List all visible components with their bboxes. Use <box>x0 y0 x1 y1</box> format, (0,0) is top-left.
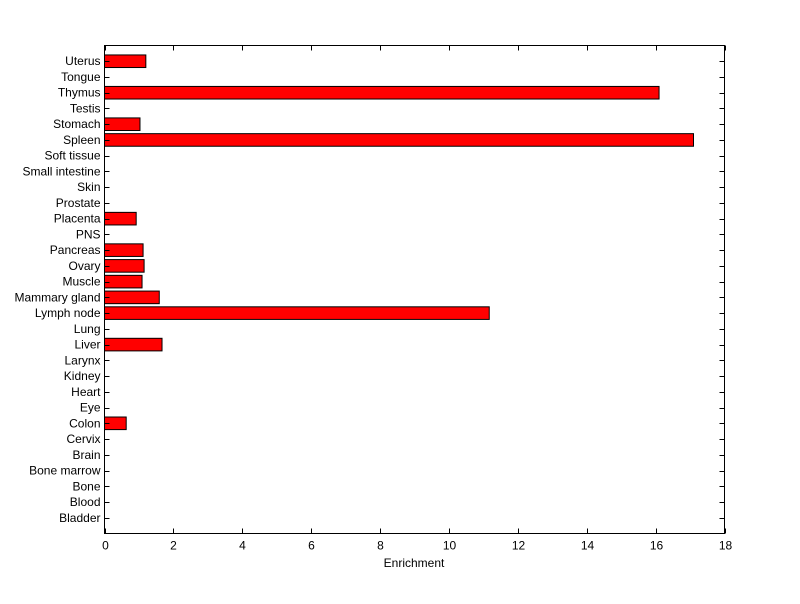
y-tick-label: PNS <box>76 227 101 241</box>
y-tick-label: Pancreas <box>50 243 101 257</box>
y-tick-label: Eye <box>80 401 101 415</box>
y-tick-label: Heart <box>71 385 101 399</box>
y-tick-label: Tongue <box>61 70 101 84</box>
y-tick-label: Prostate <box>56 196 101 210</box>
y-tick-label: Mammary gland <box>14 290 100 304</box>
x-tick-label: 14 <box>581 539 595 553</box>
bar-spleen <box>104 133 694 147</box>
bar-pancreas <box>104 243 144 257</box>
y-tick-label: Uterus <box>65 54 100 68</box>
x-tick-label: 18 <box>719 539 733 553</box>
y-tick-label: Bone marrow <box>29 464 101 478</box>
bar-liver <box>104 337 163 352</box>
x-tick-label: 12 <box>512 539 526 553</box>
y-tick-label: Blood <box>70 495 101 509</box>
bar-stomach <box>104 117 141 132</box>
plot-frame <box>104 45 725 534</box>
y-tick-label: Bladder <box>59 511 100 525</box>
x-tick-label: 0 <box>102 539 109 553</box>
bar-uterus <box>104 54 147 69</box>
y-tick-label: Larynx <box>64 353 100 367</box>
y-tick-label: Small intestine <box>22 164 100 178</box>
y-tick-label: Kidney <box>64 369 101 383</box>
x-tick-label: 16 <box>650 539 664 553</box>
y-tick-label: Placenta <box>54 212 101 226</box>
x-tick-label: 8 <box>377 539 384 553</box>
y-tick-label: Lung <box>74 322 101 336</box>
y-tick-label: Thymus <box>58 86 101 100</box>
y-tick-label: Skin <box>77 180 100 194</box>
bar-muscle <box>104 274 143 289</box>
y-tick-label: Soft tissue <box>44 149 100 163</box>
y-tick-label: Ovary <box>68 259 100 273</box>
y-tick-label: Muscle <box>62 275 100 289</box>
bar-thymus <box>104 85 660 100</box>
y-tick-label: Testis <box>70 101 101 115</box>
bar-placenta <box>104 211 137 226</box>
x-tick-label: 2 <box>170 539 177 553</box>
y-tick-label: Lymph node <box>35 306 101 320</box>
bar-ovary <box>104 259 145 273</box>
y-tick-label: Brain <box>72 448 100 462</box>
y-tick-label: Stomach <box>53 117 100 131</box>
x-tick-label: 6 <box>308 539 315 553</box>
y-tick-label: Cervix <box>66 432 100 446</box>
bar-lymph-node <box>104 306 490 320</box>
y-tick-label: Liver <box>74 338 100 352</box>
bar-mammary-gland <box>104 290 160 305</box>
x-tick-label: 10 <box>443 539 457 553</box>
x-tick-label: 4 <box>239 539 246 553</box>
y-tick-label: Colon <box>69 416 100 430</box>
y-tick-label: Bone <box>72 479 100 493</box>
y-tick-label: Spleen <box>63 133 100 147</box>
x-axis-label: Enrichment <box>384 556 445 570</box>
